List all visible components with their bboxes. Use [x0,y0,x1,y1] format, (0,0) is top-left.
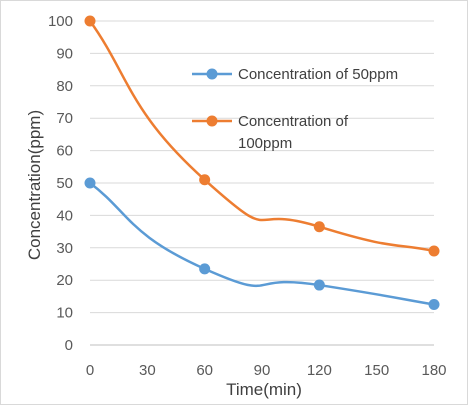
legend-swatch-marker [206,115,218,127]
data-point [428,299,440,310]
x-tick-label: 120 [307,362,332,379]
y-tick-label: 0 [65,337,73,354]
data-point [84,15,96,27]
y-axis-title: Concentration(ppm) [25,110,44,260]
x-tick-label: 0 [86,362,94,379]
x-tick-labels: 0 30 60 90 120 150 180 [86,362,447,379]
series-line [88,20,435,253]
y-tick-label: 40 [56,207,73,224]
data-point [313,279,325,291]
data-point [84,177,96,189]
series-line [89,181,435,306]
data-point [199,263,211,275]
data-point [313,221,325,233]
series-lines [84,15,440,310]
y-tick-label: 20 [56,272,73,289]
legend: Concentration of 50ppm Concentration of 10… [192,66,398,152]
y-tick-label: 60 [56,143,73,160]
x-axis-title: Time(min) [226,380,302,399]
y-tick-label: 80 [56,78,73,95]
data-point [199,174,211,186]
y-tick-labels: 0 10 20 30 40 50 60 70 80 90 100 [48,13,73,354]
x-tick-label: 90 [254,362,271,379]
x-tick-label: 180 [421,362,446,379]
x-tick-label: 30 [139,362,156,379]
x-tick-label: 150 [364,362,389,379]
y-tick-label: 70 [56,110,73,127]
gridlines [90,20,434,314]
y-tick-label: 30 [56,240,73,257]
y-tick-label: 50 [56,175,73,192]
legend-label: 100ppm [238,135,292,152]
y-tick-label: 90 [56,45,73,62]
legend-swatch-marker [206,68,218,80]
y-tick-label: 100 [48,13,73,30]
legend-label: Concentration of 50ppm [238,66,398,83]
data-point [428,245,440,257]
legend-label: Concentration of [238,113,349,130]
x-tick-label: 60 [196,362,213,379]
y-tick-label: 10 [56,305,73,322]
